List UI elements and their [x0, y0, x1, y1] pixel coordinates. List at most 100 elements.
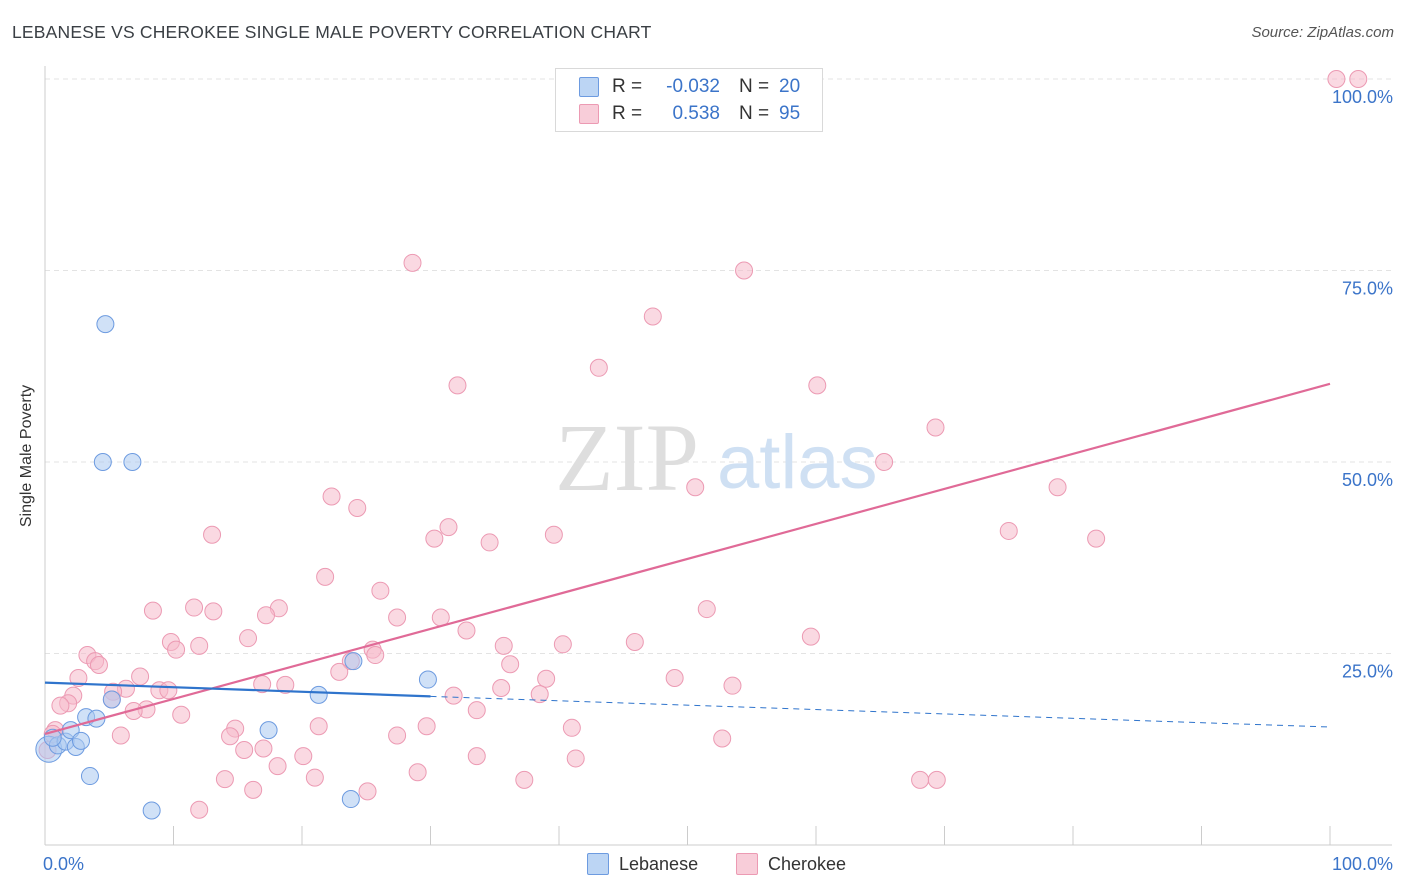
cherokee-point: [257, 606, 276, 625]
cherokee-point: [244, 780, 263, 799]
lebanese-point: [418, 670, 437, 689]
lebanese-point: [341, 790, 360, 809]
stats-row-cherokee: R = 0.538 N = 95: [579, 101, 809, 127]
cherokee-point: [1349, 70, 1368, 88]
lebanese-point: [344, 652, 363, 671]
lebanese-trend-extension: [430, 695, 1331, 728]
cherokee-point: [665, 669, 684, 688]
lebanese-r-value: -0.032: [666, 76, 720, 97]
cherokee-point: [215, 770, 234, 789]
cherokee-point: [643, 307, 662, 326]
cherokee-point: [69, 669, 88, 688]
cherokee-point: [875, 453, 894, 471]
cherokee-point: [235, 741, 254, 760]
lebanese-point: [259, 721, 278, 740]
correlation-stats-box: R = -0.032 N = 20 R = 0.538 N = 95: [555, 68, 823, 132]
cherokee-point: [566, 749, 585, 768]
cherokee-point: [89, 655, 108, 674]
cherokee-point: [480, 533, 499, 552]
cherokee-point: [403, 253, 422, 272]
cherokee-point: [735, 261, 754, 280]
cherokee-point: [172, 705, 191, 724]
cherokee-point: [713, 729, 732, 748]
cherokee-point: [439, 518, 458, 537]
cherokee-r-value: 0.538: [672, 103, 720, 124]
cherokee-point: [239, 629, 258, 648]
lebanese-point: [80, 767, 99, 786]
cherokee-point: [309, 717, 328, 736]
cherokee-point: [203, 525, 222, 544]
cherokee-point: [143, 601, 162, 620]
cherokee-point: [530, 685, 549, 704]
lebanese-point: [142, 801, 161, 820]
watermark-zip: ZIP: [555, 404, 699, 511]
cherokee-point: [492, 678, 511, 697]
legend-cherokee-label: Cherokee: [768, 853, 847, 874]
cherokee-point: [589, 358, 608, 377]
cherokee-point: [723, 676, 742, 695]
cherokee-point: [322, 487, 341, 506]
cherokee-point: [444, 686, 463, 705]
cherokee-point: [501, 655, 520, 674]
cherokee-point: [111, 726, 130, 745]
cherokee-point: [366, 646, 385, 665]
cherokee-point: [371, 581, 390, 600]
lebanese-point: [93, 453, 112, 471]
cherokee-point: [999, 521, 1018, 540]
cherokee-point: [408, 763, 427, 782]
cherokee-point: [927, 770, 946, 789]
cherokee-n-value: 95: [779, 103, 801, 124]
cherokee-point: [51, 696, 70, 715]
cherokee-point: [294, 747, 313, 766]
cherokee-point: [190, 636, 209, 655]
y-tick-label: 100.0%: [1332, 87, 1393, 107]
y-tick-label: 75.0%: [1342, 279, 1393, 299]
cherokee-point: [562, 718, 581, 737]
cherokee-swatch: [579, 104, 599, 124]
cherokee-point: [388, 726, 407, 745]
cherokee-point: [926, 418, 945, 437]
cherokee-point: [358, 782, 377, 801]
lebanese-r-label: R =: [612, 76, 643, 97]
cherokee-point: [316, 567, 335, 586]
cherokee-trend-line: [44, 382, 1331, 735]
cherokee-point: [276, 675, 295, 694]
cherokee-point: [124, 701, 143, 720]
y-tick-label: 25.0%: [1342, 662, 1393, 682]
cherokee-point: [625, 633, 644, 652]
lebanese-point: [96, 315, 115, 334]
legend-lebanese-swatch: [587, 853, 609, 875]
cherokee-point: [457, 621, 476, 640]
cherokee-point: [808, 376, 827, 395]
cherokee-point: [425, 529, 444, 548]
cherokee-point: [388, 608, 407, 627]
y-tick-label: 50.0%: [1342, 470, 1393, 490]
cherokee-point: [515, 770, 534, 789]
cherokee-point: [553, 635, 572, 654]
cherokee-point: [330, 662, 349, 681]
x-tick-label: 0.0%: [43, 854, 84, 874]
cherokee-point: [221, 727, 240, 746]
legend-item-cherokee[interactable]: Cherokee: [736, 852, 846, 876]
chart-source: Source: ZipAtlas.com: [1251, 24, 1394, 41]
watermark-atlas: atlas: [717, 420, 878, 505]
cherokee-point: [204, 602, 223, 621]
legend-lebanese-label: Lebanese: [619, 853, 699, 874]
chart-title: LEBANESE VS CHEROKEE SINGLE MALE POVERTY…: [12, 22, 652, 42]
cherokee-r-label: R =: [612, 103, 643, 124]
legend-item-lebanese[interactable]: Lebanese: [587, 852, 698, 876]
lebanese-trend-line: [44, 681, 431, 698]
cherokee-point: [467, 747, 486, 766]
cherokee-point: [417, 717, 436, 736]
cherokee-point: [268, 757, 287, 776]
stats-row-lebanese: R = -0.032 N = 20: [579, 74, 809, 100]
cherokee-point: [544, 525, 563, 544]
lebanese-point: [102, 690, 121, 709]
cherokee-point: [131, 667, 150, 686]
cherokee-n-label: N =: [739, 103, 770, 124]
cherokee-point: [159, 681, 178, 700]
lebanese-point: [123, 453, 142, 471]
cherokee-point: [911, 770, 930, 789]
cherokee-point: [801, 627, 820, 646]
